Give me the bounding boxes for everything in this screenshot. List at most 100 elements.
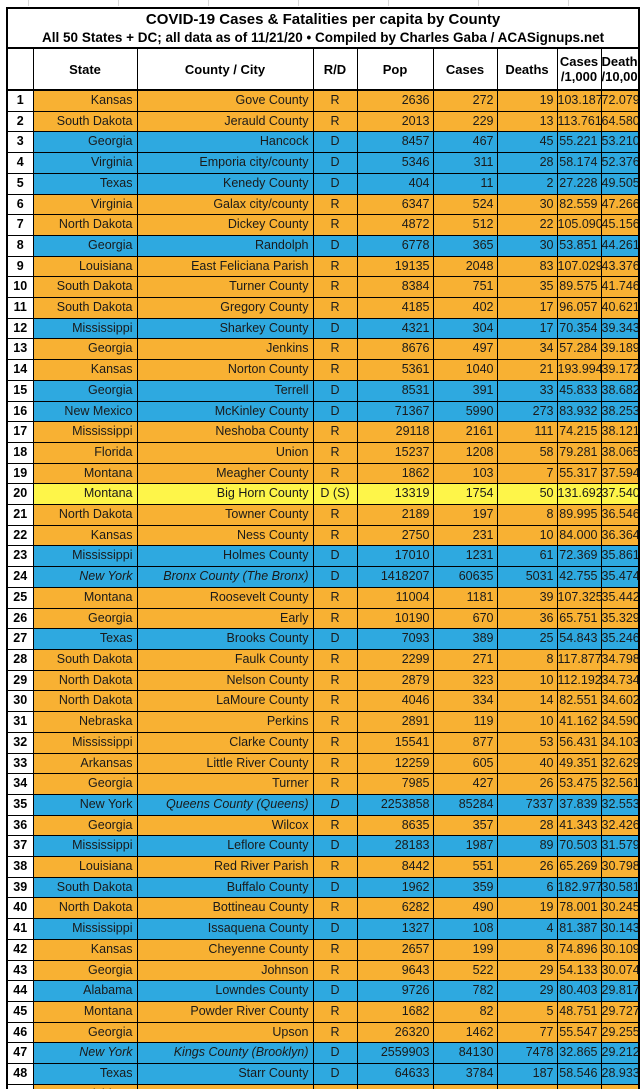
county-cell: Johnson <box>136 959 314 982</box>
deaths-cell: 111 <box>496 421 558 443</box>
cases-cell: 1754 <box>432 483 498 506</box>
party-cell: D <box>312 131 358 154</box>
party-cell: R <box>312 711 358 733</box>
state-cell: Kansas <box>32 89 138 112</box>
party-cell: R <box>312 297 358 319</box>
party-cell: R <box>312 462 358 485</box>
party-cell: D <box>312 317 358 340</box>
column-header-row: State County / City R/D Pop Cases Deaths… <box>6 47 640 91</box>
rank-cell: 36 <box>6 814 34 837</box>
county-cell: Little River County <box>136 752 314 775</box>
county-cell: Upson <box>136 1021 314 1044</box>
pop-cell: 1862 <box>356 462 434 485</box>
party-cell: R <box>312 524 358 547</box>
deaths-per-10000-cell: 40.621 <box>600 297 640 319</box>
table-row: 43 Georgia Johnson R 9643 522 29 54.133 … <box>6 959 640 982</box>
deaths-cell: 8 <box>496 938 558 961</box>
rank-cell: 16 <box>6 400 34 423</box>
deaths-per-10000-cell: 30.143 <box>600 918 640 940</box>
table-row: 3 Georgia Hancock D 8457 467 45 55.221 5… <box>6 131 640 154</box>
state-cell: Arkansas <box>32 752 138 775</box>
deaths-per-10000-cell: 43.376 <box>600 255 640 278</box>
spreadsheet-gridline <box>568 0 569 6</box>
deaths-cell: 26 <box>496 773 558 795</box>
cases-per-1000-cell: 80.403 <box>556 980 602 1002</box>
cases-per-1000-cell: 41.162 <box>556 711 602 733</box>
county-cell: Bronx County (The Bronx) <box>136 566 314 588</box>
county-cell: Meagher County <box>136 462 314 485</box>
deaths-cell: 83 <box>496 255 558 278</box>
pop-cell: 6282 <box>356 897 434 920</box>
table-row: 32 Mississippi Clarke County R 15541 877… <box>6 731 640 754</box>
pop-cell: 15541 <box>356 731 434 754</box>
deaths-cell: 58 <box>496 441 558 464</box>
pop-cell: 15237 <box>356 441 434 464</box>
pop-cell: 2253858 <box>356 793 434 816</box>
deaths-per-10000-cell: 29.212 <box>600 1042 640 1065</box>
deaths-per-10000-cell: 37.594 <box>600 462 640 485</box>
state-cell: Mississippi <box>32 545 138 568</box>
table-row: 36 Georgia Wilcox R 8635 357 28 41.343 3… <box>6 814 640 837</box>
spreadsheet-gridline <box>478 0 479 6</box>
cases-cell: 197 <box>432 504 498 526</box>
col-header-cases: Cases <box>432 47 498 91</box>
deaths-per-10000-cell: 38.121 <box>600 421 640 443</box>
party-cell: R <box>312 276 358 299</box>
rank-cell: 37 <box>6 835 34 858</box>
cases-per-1000-cell: 103.187 <box>556 89 602 112</box>
county-cell: Nelson County <box>136 669 314 692</box>
county-cell: Kings County (Brooklyn) <box>136 1042 314 1065</box>
county-cell: Early <box>136 607 314 630</box>
pop-cell: 12259 <box>356 752 434 775</box>
rank-cell: 34 <box>6 773 34 795</box>
cases-cell: 84130 <box>432 1042 498 1065</box>
county-cell: Big Horn County <box>136 483 314 506</box>
deaths-per-10000-cell: 29.255 <box>600 1021 640 1044</box>
rank-cell: 46 <box>6 1021 34 1044</box>
pop-cell: 1682 <box>356 1000 434 1023</box>
deaths-per-10000-cell: 38.682 <box>600 379 640 402</box>
county-cell: Queens County (Queens) <box>136 793 314 816</box>
rank-cell: 9 <box>6 255 34 278</box>
cases-per-1000-cell: 55.317 <box>556 462 602 485</box>
deaths-per-10000-cell: 35.474 <box>600 566 640 588</box>
state-cell: Georgia <box>32 131 138 154</box>
table-row: 13 Georgia Jenkins R 8676 497 34 57.284 … <box>6 338 640 361</box>
rank-cell: 49 <box>6 1083 34 1089</box>
rank-cell: 7 <box>6 214 34 236</box>
table-row: 35 New York Queens County (Queens) D 225… <box>6 793 640 816</box>
table-row: 7 North Dakota Dickey County R 4872 512 … <box>6 214 640 236</box>
cases-cell: 229 <box>432 110 498 133</box>
deaths-per-10000-cell: 47.266 <box>600 193 640 216</box>
party-cell: R <box>312 938 358 961</box>
deaths-per-10000-cell: 35.246 <box>600 628 640 650</box>
state-cell: Alabama <box>32 980 138 1002</box>
cases-cell: 391 <box>432 379 498 402</box>
party-cell: R <box>312 1000 358 1023</box>
cases-per-1000-cell: 49.351 <box>556 752 602 775</box>
state-cell: Louisiana <box>32 856 138 878</box>
cases-cell: 877 <box>432 731 498 754</box>
cases-cell: 5990 <box>432 400 498 423</box>
table-row: 30 North Dakota LaMoure County R 4046 33… <box>6 690 640 713</box>
pop-cell: 8384 <box>356 276 434 299</box>
cases-per-1000-cell: 41.343 <box>556 814 602 837</box>
deaths-cell: 5 <box>496 1000 558 1023</box>
pop-cell: 17010 <box>356 545 434 568</box>
deaths-per-10000-cell: 30.109 <box>600 938 640 961</box>
cases-per-1000-cell: 60.907 <box>556 1083 602 1089</box>
party-cell: D <box>312 628 358 650</box>
state-cell: Virginia <box>32 193 138 216</box>
deaths-cell: 7337 <box>496 793 558 816</box>
spreadsheet-gridline <box>298 0 299 6</box>
deaths-cell: 26 <box>496 856 558 878</box>
deaths-cell: 2 <box>496 172 558 195</box>
pop-cell: 28183 <box>356 835 434 858</box>
table-row: 48 Texas Starr County D 64633 3784 187 5… <box>6 1063 640 1085</box>
county-cell: Gregory County <box>136 297 314 319</box>
pop-cell: 19135 <box>356 255 434 278</box>
state-cell: Virginia <box>32 152 138 174</box>
rank-cell: 47 <box>6 1042 34 1065</box>
deaths-per-10000-cell: 35.442 <box>600 586 640 609</box>
deaths-cell: 5031 <box>496 566 558 588</box>
